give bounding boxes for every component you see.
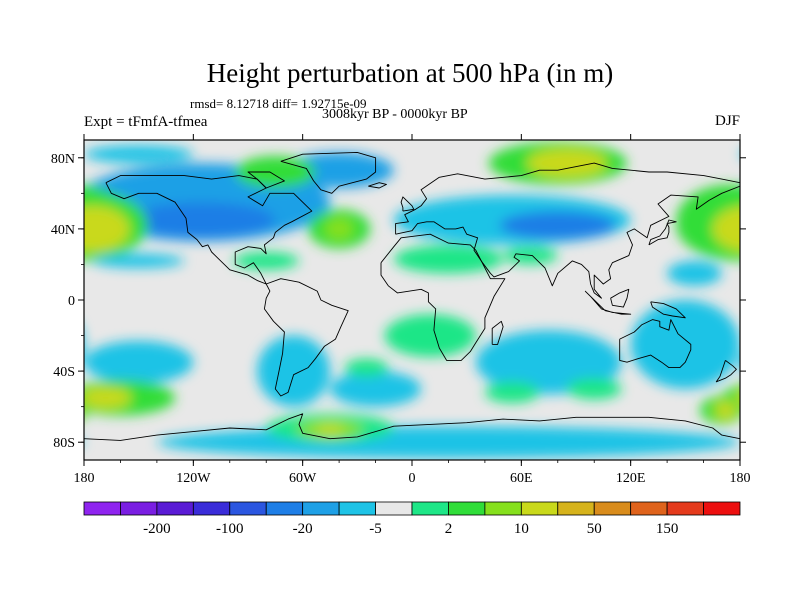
colorbar-swatch	[666, 501, 704, 516]
coastline-australia	[619, 319, 692, 369]
colorbar-label: 2	[445, 521, 453, 537]
y-tick-label: 80S	[53, 436, 75, 451]
colorbar-swatch	[448, 501, 486, 516]
colorbar-swatch	[229, 501, 267, 516]
x-tick-label: 60W	[289, 471, 317, 486]
chart-title: Height perturbation at 500 hPa (in m)	[207, 58, 613, 88]
region-s-america-blue	[257, 335, 330, 407]
colorbar-swatch	[593, 501, 632, 516]
region-indian-green-2	[566, 378, 622, 400]
region-atlantic-pos-core	[324, 218, 354, 240]
period-text: 3008kyr BP - 0000kyr BP	[322, 107, 468, 122]
region-s-africa-green	[384, 314, 476, 357]
coastlines	[84, 151, 740, 441]
coastline-greenland	[280, 151, 377, 194]
season-label: DJF	[715, 113, 740, 129]
plot-area	[58, 140, 800, 460]
coastline-north-america	[105, 175, 313, 285]
region-pacific-pos-east-core	[84, 205, 130, 252]
region-na-neg-core	[129, 202, 276, 238]
colorbar-label: -5	[369, 521, 382, 537]
coastline-new-zealand	[715, 360, 737, 383]
coastline-indonesia	[584, 290, 632, 315]
region-eurasia-neg-core	[499, 211, 617, 240]
colorbar-swatch	[484, 501, 522, 516]
region-s-pacific-pos	[736, 392, 740, 404]
colorbar-swatch	[375, 501, 413, 516]
y-tick-label: 40N	[51, 223, 75, 238]
colorbar-swatch	[338, 501, 376, 516]
colorbar-swatch	[156, 501, 194, 516]
region-antarctic-core	[315, 424, 345, 436]
region-pacific-pos-east-core	[712, 206, 740, 252]
x-tick-label: 120W	[176, 471, 211, 486]
colorbar-swatch	[192, 501, 231, 516]
y-tick-label: 80N	[51, 152, 75, 167]
region-s-pacific-pos	[84, 387, 132, 409]
colorbar-swatch	[411, 501, 449, 516]
colorbar-label: 50	[587, 521, 602, 537]
experiment-label: Expt = tFmfA-tfmea	[84, 114, 208, 130]
y-axis: 80N 40N 0 40S 80S	[51, 152, 746, 451]
stats-text: rmsd= 8.12718 diff= 1.92715e-09	[190, 96, 367, 111]
x-tick-label: 120E	[616, 471, 646, 486]
x-axis: 180 120W 60W 0 60E 120E 180	[74, 134, 751, 486]
region-e-antarctic-core	[58, 401, 80, 419]
coastline-iceland	[368, 182, 387, 189]
region-subtrop-pacific-blue	[93, 253, 185, 268]
colorbar-swatch	[120, 501, 158, 516]
region-aus-pacific-blue	[630, 300, 740, 389]
region-subtrop-pacific-blue	[749, 254, 800, 268]
colorbar-label: -100	[216, 521, 244, 537]
coastline-uk	[400, 196, 415, 212]
coastline-eurasia	[395, 162, 740, 299]
x-tick-label: 180	[74, 471, 95, 486]
region-w-pacific-blue	[667, 260, 722, 286]
x-tick-label: 180	[730, 471, 751, 486]
region-n-africa-green	[393, 244, 504, 274]
region-s-ocean-blue	[156, 426, 740, 459]
colorbar: -200 -100 -20 -5 2 10 50 150	[83, 501, 741, 537]
coastline-africa	[380, 233, 506, 361]
colorbar-label: 10	[514, 521, 529, 537]
colorbar-swatch	[703, 501, 741, 516]
region-canada-green	[235, 156, 316, 188]
coastline-new-guinea	[650, 301, 686, 319]
y-tick-label: 40S	[53, 365, 75, 380]
colorbar-swatch	[265, 501, 304, 516]
colorbar-swatch	[520, 501, 559, 516]
colorbar-label: -200	[143, 521, 171, 537]
y-tick-label: 0	[68, 294, 75, 309]
region-indian-blue	[475, 330, 622, 395]
coastline-antarctica	[84, 413, 740, 441]
region-s-pacific-blue	[84, 340, 194, 384]
region-indian-green-1	[484, 381, 540, 404]
colorbar-label: -20	[293, 521, 313, 537]
coastline-japan	[648, 219, 677, 246]
x-tick-label: 60E	[510, 471, 533, 486]
region-s-pacific-blue	[740, 341, 800, 384]
region-arctic-blue	[740, 145, 800, 163]
coastline-madagascar	[491, 320, 504, 345]
coastline-south-america	[263, 278, 349, 397]
region-na-neg-band	[730, 187, 740, 217]
region-arctic-blue	[84, 145, 194, 164]
colorbar-swatch	[83, 501, 121, 516]
region-s-atlantic-blue	[330, 371, 422, 407]
region-e-antarctic-green	[84, 402, 88, 419]
colorbar-swatch	[557, 501, 595, 516]
colorbar-label: 150	[656, 521, 679, 537]
coastline-baffin	[247, 171, 285, 189]
colorbar-swatch	[302, 501, 340, 516]
coastline-borneo	[610, 288, 630, 308]
colorbar-swatch	[630, 501, 668, 516]
region-e-antarctic-core	[714, 401, 737, 420]
x-tick-label: 0	[409, 471, 416, 486]
region-s-atlantic-green	[344, 358, 389, 377]
